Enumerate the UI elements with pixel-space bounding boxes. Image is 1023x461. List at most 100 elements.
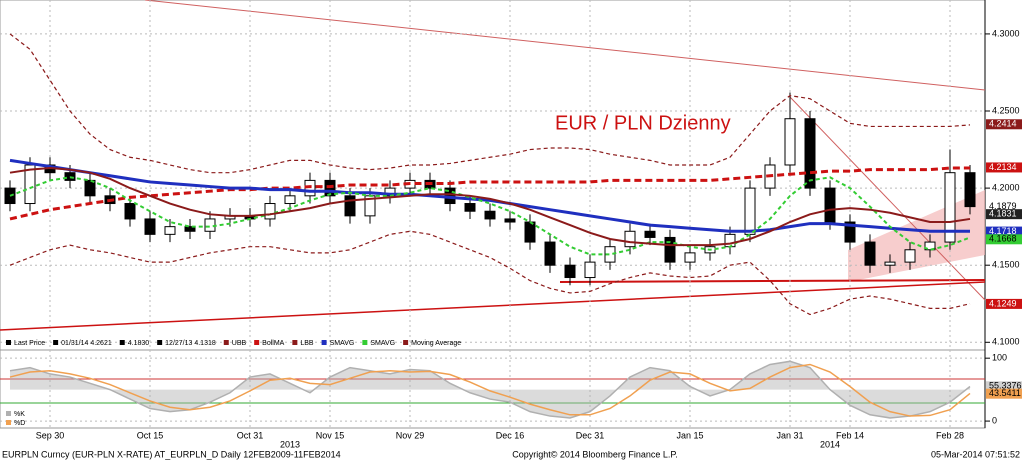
legend-swatch bbox=[119, 340, 125, 345]
candle-body bbox=[664, 236, 676, 263]
candle-body bbox=[144, 218, 156, 235]
legend-label: %K bbox=[14, 411, 25, 418]
price-label-box bbox=[986, 226, 1022, 237]
candle-body bbox=[784, 118, 796, 166]
x-tick-label: Jan 15 bbox=[676, 430, 703, 440]
candle-body bbox=[564, 264, 576, 279]
legend-swatch bbox=[321, 340, 327, 345]
price-label: 4.2134 bbox=[989, 162, 1017, 172]
legend-label: BollMA bbox=[262, 340, 285, 347]
legend-label: SMAVG bbox=[370, 340, 395, 347]
legend-swatch bbox=[157, 340, 163, 345]
y-tick-label: 100 bbox=[992, 353, 1007, 363]
year-label: 2014 bbox=[820, 439, 840, 449]
x-tick-label: Feb 28 bbox=[936, 430, 964, 440]
x-tick-label: Jan 31 bbox=[776, 430, 803, 440]
overlay-line bbox=[9, 167, 971, 247]
candle-body bbox=[84, 179, 96, 197]
stoch-line bbox=[9, 360, 971, 419]
y-tick-label: 0 bbox=[992, 415, 997, 425]
legend-label: 12/27/13 4.1318 bbox=[165, 340, 216, 347]
price-label-box bbox=[986, 209, 1022, 220]
legend-label: Last Price bbox=[14, 340, 45, 347]
y-tick-label: 4.1500 bbox=[992, 260, 1020, 270]
price-label-box bbox=[986, 119, 1022, 130]
candle-body bbox=[324, 179, 336, 197]
legend-swatch bbox=[254, 340, 260, 345]
legend-label: 01/31/14 4.2621 bbox=[61, 340, 112, 347]
price-label-box bbox=[986, 162, 1022, 173]
price-label-box bbox=[986, 298, 1022, 309]
candle-body bbox=[544, 241, 556, 266]
overlay-line bbox=[9, 158, 970, 233]
candle-body bbox=[484, 210, 496, 220]
candle-body bbox=[684, 252, 696, 263]
price-label-box bbox=[986, 234, 1022, 245]
x-tick-label: Dec 31 bbox=[576, 430, 605, 440]
x-tick-label: Sep 30 bbox=[36, 430, 65, 440]
legend-swatch bbox=[6, 411, 11, 416]
candle-body bbox=[284, 195, 296, 205]
candle-body bbox=[744, 187, 756, 235]
y-tick-label: 4.1000 bbox=[992, 337, 1020, 347]
value-label: 43.5411 bbox=[989, 388, 1021, 398]
legend-label: Moving Average bbox=[411, 340, 461, 347]
overlay-line bbox=[9, 230, 971, 316]
legend-label: %D bbox=[14, 420, 25, 427]
footer-center: Copyright© 2014 Bloomberg Finance L.P. bbox=[512, 449, 678, 459]
x-tick-label: Dec 16 bbox=[496, 430, 525, 440]
year-label: 2013 bbox=[280, 439, 300, 449]
candle-body bbox=[604, 246, 616, 263]
candle-body bbox=[464, 203, 476, 212]
candle-body bbox=[864, 241, 876, 266]
candle-body bbox=[264, 203, 276, 220]
legend-label: UBB bbox=[232, 340, 247, 347]
support-line bbox=[559, 279, 986, 283]
candle-body bbox=[164, 226, 176, 235]
value-label-box bbox=[986, 381, 1022, 392]
footer-left: EURPLN Curncy (EUR-PLN X-RATE) AT_EURPLN… bbox=[2, 449, 341, 459]
price-label: 4.1831 bbox=[989, 209, 1017, 219]
candle-body bbox=[964, 172, 976, 208]
value-label: 55.3376 bbox=[989, 381, 1022, 391]
candle-body bbox=[124, 203, 136, 220]
overlay-line bbox=[9, 176, 971, 256]
candle-body bbox=[504, 218, 516, 223]
candle-body bbox=[24, 164, 36, 205]
trend-line bbox=[789, 96, 986, 301]
y-tick-label: 4.2000 bbox=[992, 182, 1020, 192]
overlay-line bbox=[9, 33, 971, 174]
x-tick-label: Feb 14 bbox=[836, 430, 864, 440]
x-tick-label: Nov 29 bbox=[396, 430, 425, 440]
footer-right: 05-Mar-2014 07:51:52 bbox=[931, 449, 1020, 459]
candle-body bbox=[644, 230, 656, 238]
trend-line bbox=[0, 281, 986, 331]
price-label: 4.1668 bbox=[989, 234, 1017, 244]
candle-body bbox=[524, 221, 536, 243]
price-label: 4.2414 bbox=[989, 119, 1017, 129]
candle-body bbox=[824, 187, 836, 223]
candle-body bbox=[924, 241, 936, 251]
price-label: 4.1718 bbox=[989, 226, 1017, 236]
stoch-area bbox=[10, 361, 970, 418]
candle-body bbox=[584, 261, 596, 279]
x-tick-label: Nov 15 bbox=[316, 430, 345, 440]
candle-body bbox=[904, 249, 916, 263]
legend-swatch bbox=[53, 340, 59, 345]
legend-swatch bbox=[362, 340, 368, 345]
candle-body bbox=[624, 230, 636, 248]
legend-label: 4.1830 bbox=[128, 340, 150, 347]
legend-swatch bbox=[6, 420, 11, 425]
legend-swatch bbox=[6, 340, 11, 345]
legend-swatch bbox=[403, 340, 409, 345]
y-tick-label: 4.3000 bbox=[992, 28, 1020, 38]
price-label-box bbox=[986, 201, 1022, 212]
candle-body bbox=[884, 261, 896, 266]
legend-swatch bbox=[292, 340, 298, 345]
trend-line bbox=[144, 0, 986, 91]
price-label: 4.1879 bbox=[989, 201, 1017, 211]
candle-body bbox=[184, 226, 196, 232]
candle-body bbox=[944, 172, 956, 243]
x-tick-label: Oct 15 bbox=[137, 430, 164, 440]
